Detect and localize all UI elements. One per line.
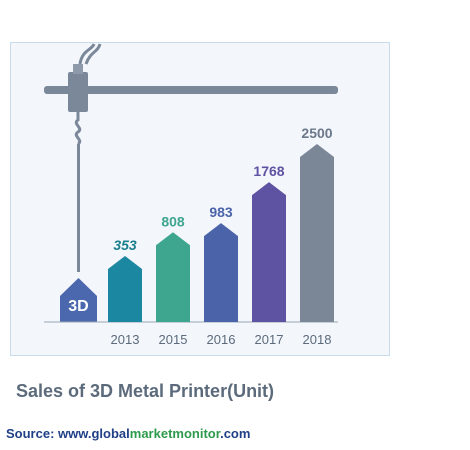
- gantry-rail: [44, 86, 338, 94]
- bar-2015: [156, 232, 190, 322]
- category-labels-group: 2013 2015 2016 2017 2018: [111, 332, 332, 347]
- category-label-2016: 2016: [207, 332, 236, 347]
- printer-illustration: 3D: [44, 43, 338, 322]
- value-label-2016: 983: [209, 204, 233, 220]
- filament-line: [77, 144, 80, 272]
- value-label-2013: 353: [113, 237, 137, 253]
- source-label: Source:: [6, 426, 59, 441]
- chart-title: Sales of 3D Metal Printer(Unit): [16, 381, 275, 401]
- source-line: Source: www.globalmarketmonitor.com: [6, 426, 250, 441]
- value-label-2015: 808: [161, 213, 185, 229]
- value-labels-group: 353 808 983 1768 2500: [113, 125, 332, 253]
- bar-2016: [204, 223, 238, 322]
- printer-nozzle-filament: [74, 112, 82, 146]
- printer-badge: 3D: [68, 298, 88, 315]
- printer-head-top: [73, 64, 83, 74]
- printer-cable: [78, 43, 102, 65]
- value-label-2017: 1768: [253, 163, 284, 179]
- printed-block: [60, 278, 97, 322]
- source-site-suffix: .com: [220, 426, 251, 441]
- category-label-2018: 2018: [303, 332, 332, 347]
- bar-2018: [300, 144, 334, 322]
- bar-2017: [252, 182, 286, 322]
- source-site-prefix: www.global: [58, 426, 130, 441]
- category-label-2017: 2017: [255, 332, 284, 347]
- source-site-highlight-market: market: [129, 426, 173, 441]
- bars-group: [108, 144, 334, 322]
- bar-2013: [108, 256, 142, 322]
- category-label-2013: 2013: [111, 332, 140, 347]
- category-label-2015: 2015: [159, 332, 188, 347]
- source-site-highlight-monitor: monitor: [172, 426, 221, 441]
- printer-head: [68, 72, 88, 112]
- value-label-2018: 2500: [301, 125, 332, 141]
